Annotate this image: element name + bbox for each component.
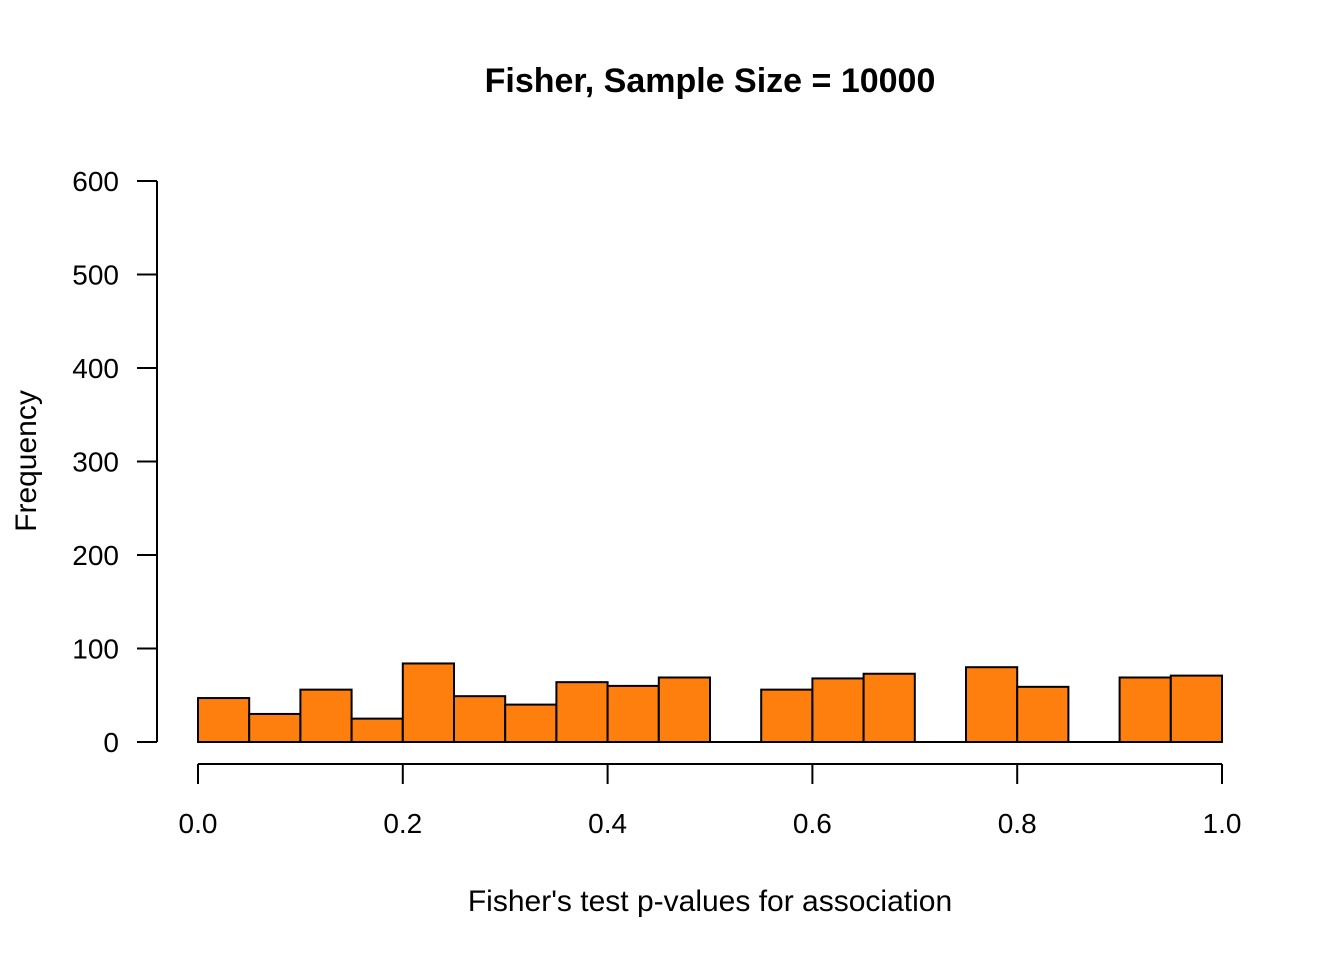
- x-tick-label: 0.0: [179, 808, 218, 839]
- histogram-bar: [606, 684, 660, 744]
- x-axis: 0.0 0.2 0.4 0.6 0.8 1.0: [179, 763, 1242, 839]
- x-tick-label: 0.6: [793, 808, 832, 839]
- x-axis-label: Fisher's test p-values for association: [468, 885, 952, 918]
- x-tick-label: 0.2: [383, 808, 422, 839]
- y-tick-label: 300: [72, 447, 119, 478]
- histogram-bar: [965, 666, 1019, 744]
- y-tick-label: 0: [103, 727, 119, 758]
- histogram-bar: [504, 703, 558, 743]
- histogram-bar: [1169, 674, 1224, 743]
- histogram-bar: [811, 677, 865, 743]
- histogram-bar: [760, 688, 814, 744]
- y-tick-label: 100: [72, 634, 119, 665]
- histogram-bar: [197, 697, 251, 743]
- histogram-bar: [555, 681, 609, 743]
- y-tick-label: 500: [72, 260, 119, 291]
- histogram-bar: [299, 688, 353, 744]
- histogram-bar: [248, 712, 302, 744]
- y-tick-label: 600: [72, 166, 119, 197]
- y-axis: 0 100 200 300 400 500 600: [72, 166, 158, 758]
- histogram-bar: [350, 717, 404, 743]
- histogram-bar: [862, 672, 916, 743]
- y-tick-label: 200: [72, 540, 119, 571]
- bars-group: [197, 662, 1224, 744]
- y-axis-label: Frequency: [10, 390, 43, 532]
- histogram-bar: [453, 695, 507, 743]
- chart-title: Fisher, Sample Size = 10000: [485, 62, 936, 100]
- histogram-bar: [1118, 676, 1172, 743]
- histogram-bar: [657, 676, 711, 743]
- x-tick-label: 0.8: [998, 808, 1037, 839]
- histogram-bar: [401, 662, 455, 744]
- histogram-bar: [1016, 685, 1070, 744]
- y-tick-label: 400: [72, 353, 119, 384]
- x-tick-label: 0.4: [588, 808, 627, 839]
- x-tick-label: 1.0: [1203, 808, 1242, 839]
